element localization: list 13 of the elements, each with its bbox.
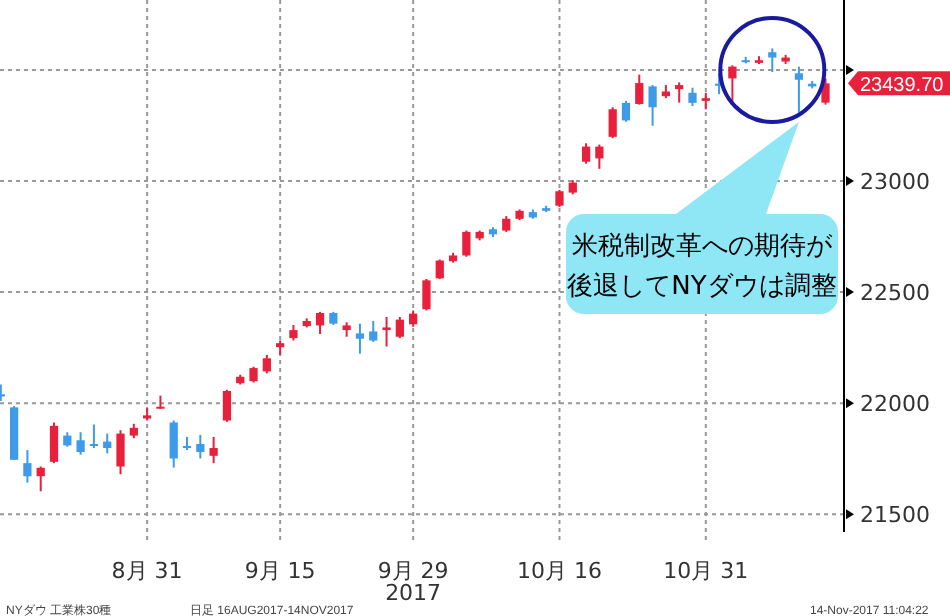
annotation: 米税制改革への期待が [572, 232, 834, 262]
x-tick-label: 10月 31 [663, 558, 749, 584]
x-tick-label: 9月 15 [244, 558, 316, 584]
y-tick-label: 23000 [860, 169, 930, 196]
x-tick-label: 8月 31 [111, 558, 183, 584]
y-tick-label: 22000 [860, 391, 930, 418]
text: 2017 [385, 580, 442, 606]
text: 23439.70 [860, 75, 945, 98]
annotation: 後退してNYダウは調整 [567, 272, 837, 302]
x-tick-label: 10月 16 [516, 558, 602, 584]
y-tick-label: 22500 [860, 280, 930, 307]
y-tick-label: 21500 [860, 502, 930, 529]
x-tick-label: 9月 29 [377, 558, 449, 584]
